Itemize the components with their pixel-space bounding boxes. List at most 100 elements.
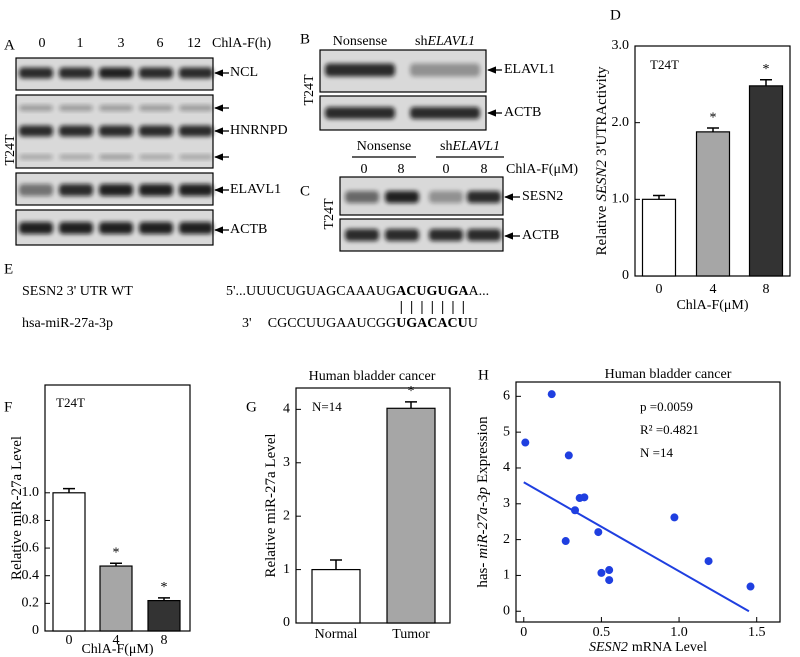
blot-band [139,184,173,196]
y-tick-label: 2 [503,532,510,547]
x-axis-label: ChlA-F(μM) [81,642,153,657]
blot-band [467,191,501,203]
error-bar [63,487,75,493]
y-tick-label: 3 [283,455,290,470]
cell-line: T24T [322,198,337,230]
blot-band [59,125,93,137]
sequence-part: CGCCUUGAAUCGG [268,316,396,331]
blot-band [179,154,213,160]
bar [147,599,181,632]
statistic: p =0.0059 [640,399,693,414]
blot-band [99,125,133,137]
sequence-part: U [468,316,478,331]
protein-label: SESN2 [522,189,563,204]
blot-band [59,154,93,160]
dose-label: 0 [361,162,368,177]
blot-band [410,107,480,119]
x-tick-label: 1.5 [748,625,766,640]
blot-band [139,125,173,137]
blot-band [429,191,463,203]
data-point [594,528,603,537]
y-axis-label: Relative miR-27a Level [263,433,279,577]
panel-label: E [4,261,13,277]
protein-label: NCL [230,65,258,80]
y-tick-label: 5 [503,424,510,439]
x-tick-label: 8 [161,633,168,648]
blot-band [179,105,213,111]
blot-band [99,105,133,111]
error-bar [760,78,772,86]
data-point [605,576,614,585]
y-axis-label-part: Relative [594,205,610,255]
x-axis-label-part: mRNA Level [632,640,707,655]
blot-band [99,222,133,234]
blot-band [385,229,419,241]
blot-band [325,107,395,119]
data-point [561,537,570,546]
x-tick-label: 0 [66,633,73,648]
error-bar [158,597,170,601]
blot-band [99,67,133,79]
y-tick-label: 2.0 [612,115,630,130]
y-tick-label: 1.0 [612,192,630,207]
data-point [580,493,589,502]
y-axis-label-part: miR-27a-3p [475,487,491,559]
panel-label: C [300,183,310,199]
significance-mark: * [161,580,168,595]
blot-band [19,105,53,111]
blot-band [179,184,213,196]
seed-region: UGACACU [396,316,468,331]
blot-band [345,191,379,203]
chart-title: Human bladder cancer [605,367,732,382]
blot-band [139,222,173,234]
significance-mark: * [113,545,120,560]
bar [641,198,677,277]
y-axis-label: Relative miR-27a Level [9,436,25,580]
blot-band [179,125,213,137]
dose-label: 8 [481,162,488,177]
data-point [746,582,755,591]
data-point [704,557,713,566]
data-point [605,566,614,575]
x-tick-label: 0 [520,625,527,640]
blot-band [179,222,213,234]
x-tick-label: 1.0 [670,625,688,640]
time-label: 3 [118,36,125,51]
blot-band [325,63,395,77]
y-tick-label: 1 [283,562,290,577]
data-point [571,506,580,515]
treatment-label: ChlA-F(μM) [506,162,578,177]
statistic: R² =0.4821 [640,422,699,437]
blot-band [19,154,53,160]
y-tick-label: 1 [503,568,510,583]
panel-label: B [300,31,310,47]
error-bar [707,127,719,132]
x-tick-label: 4 [710,282,717,297]
blot-band [179,67,213,79]
y-tick-label: 0 [283,615,290,630]
group-label-prefix: sh [440,139,452,154]
data-point [521,438,530,447]
x-tick-label: 0 [656,282,663,297]
y-axis-label-part: Expression [475,416,491,483]
group-label-gene: ELAVL1 [451,139,500,154]
sequence: 5'...UUUCUGUAGCAAAUGACUGUGAA... [226,284,489,299]
bar [386,407,436,624]
error-bar [110,562,122,567]
data-point [670,513,679,522]
group-label: shELAVL1 [440,139,500,154]
protein-label: ACTB [230,222,267,237]
error-bar [330,559,342,570]
panel-label: G [246,399,257,415]
x-tick-label: 8 [763,282,770,297]
arrows [214,66,520,240]
treatment-label: ChlA-F(h) [212,36,271,51]
y-tick-label: 2 [283,508,290,523]
data-point [547,390,556,399]
annotation: N=14 [312,399,342,414]
y-tick-label: 1.0 [22,485,40,500]
sequence-part: 5'...UUUCUGUAGCAAAUG [226,284,396,299]
bar [311,568,361,624]
